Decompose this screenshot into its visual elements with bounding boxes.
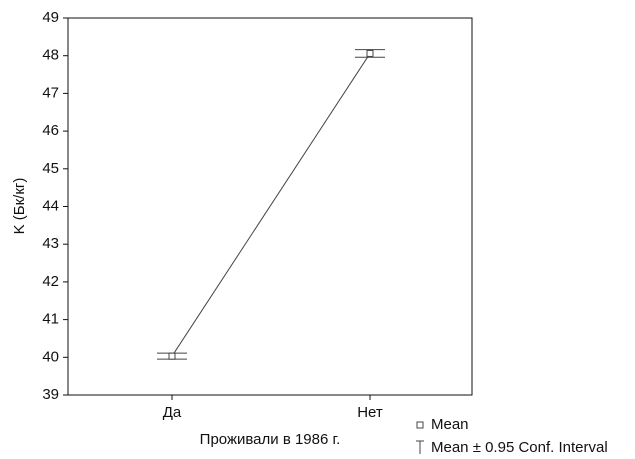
mean-marker [366,49,374,57]
y-tick-label: 49 [42,9,59,26]
y-tick-label: 44 [42,197,59,214]
y-tick-label: 42 [42,273,59,290]
legend-error-icon [416,440,424,456]
legend-label: Mean ± 0.95 Conf. Interval [431,439,608,454]
y-tick-label: 43 [42,235,59,252]
y-tick-label: 46 [42,122,59,139]
legend-marker [416,421,424,429]
y-tick-label: 39 [42,386,59,403]
y-tick-label: 48 [42,47,59,64]
mean-marker [168,352,176,360]
y-axis-label: K (Бк/кг) [11,178,28,235]
x-tick-label: Нет [357,404,383,421]
y-tick-label: 41 [42,311,59,328]
series-line [171,53,371,357]
x-axis-label: Проживали в 1986 г. [200,431,341,448]
x-tick-label: Да [163,404,182,421]
legend-label: Mean [431,416,469,433]
y-tick-label: 45 [42,160,59,177]
y-tick-label: 40 [42,348,59,365]
y-tick-label: 47 [42,84,59,101]
